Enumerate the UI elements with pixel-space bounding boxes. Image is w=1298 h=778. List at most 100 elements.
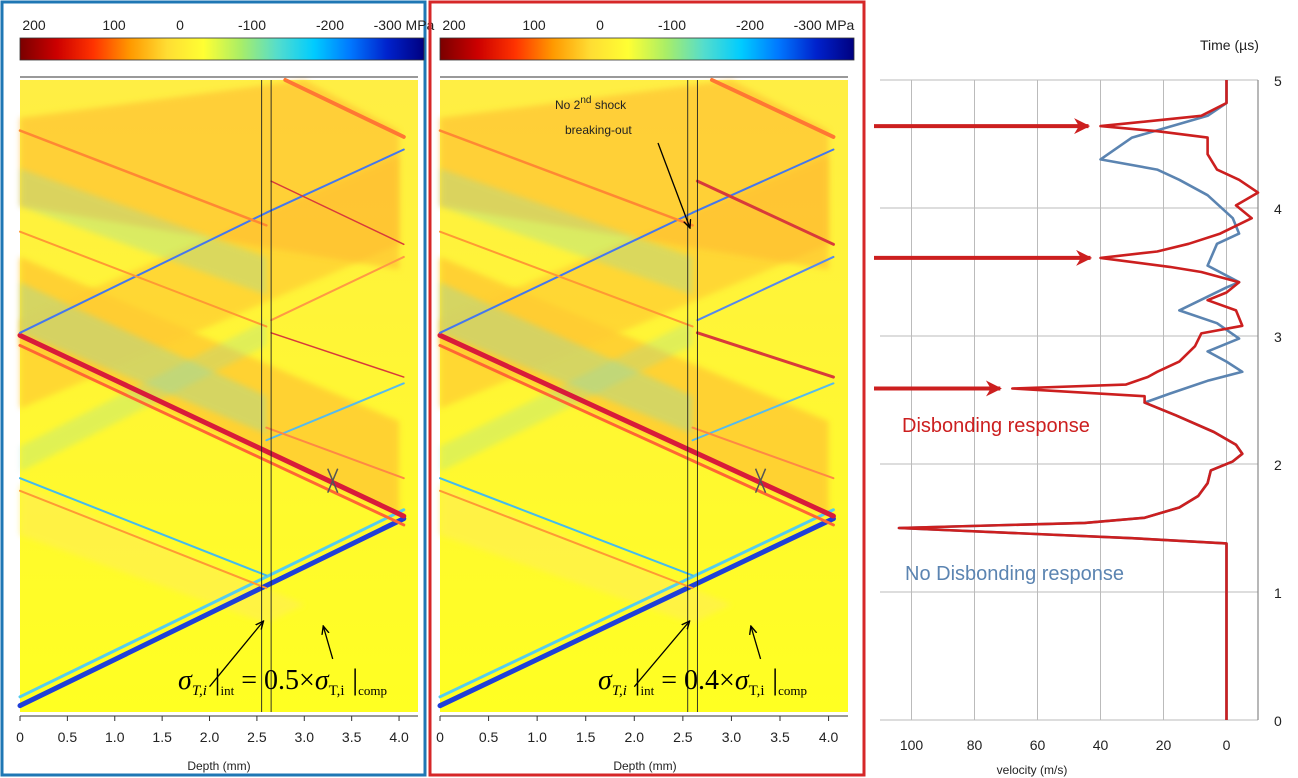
tensile-wave-tail <box>438 343 835 527</box>
stress-heatmap-middle <box>437 78 848 712</box>
y-tick-label: 4 <box>1274 201 1282 217</box>
series-no-disbonding <box>897 80 1244 720</box>
x-tick-label: 0 <box>16 729 24 745</box>
stress-region <box>20 80 400 270</box>
compressive-wave-tail <box>18 508 406 699</box>
spall-marker <box>327 468 339 493</box>
x-tick-label: 3.0 <box>722 729 742 745</box>
spall-marker <box>754 468 767 493</box>
panel-frame-middle <box>428 0 866 777</box>
colorbar-tick-label: 100 <box>522 17 546 33</box>
x-tick-label: 20 <box>1156 737 1172 753</box>
reflected-wave <box>439 489 694 590</box>
velocity-arrows <box>874 118 1093 397</box>
heatmap-panel-middle: 200 100 0 -100 -200 -300 MPa 0 0.5 1.0 1.5 2.0 2.5… <box>428 0 866 777</box>
x-tick-label: 0 <box>1223 737 1231 753</box>
colorbar-gradient <box>439 37 855 61</box>
tensile-wave-front <box>437 332 836 519</box>
stress-heatmap-left <box>17 78 418 712</box>
x-axis-label-middle: Depth (mm) <box>613 759 676 773</box>
velocity-series <box>897 80 1260 720</box>
reflected-wave <box>265 148 405 214</box>
shock-note: No 2nd shock breaking-out <box>555 95 690 228</box>
svg-text:No 2nd shock: No 2nd shock <box>555 95 627 112</box>
stress-ratio-formula: σT,i |int = 0.4×σT,i |comp <box>598 663 807 699</box>
y-tick-label: 0 <box>1274 713 1282 729</box>
y-tick-label: 3 <box>1274 329 1282 345</box>
y-axis-label-right: Time (µs) <box>1200 37 1259 53</box>
compressive-wave-front <box>17 516 407 709</box>
colorbar-tick-label: -300 MPa <box>794 17 855 33</box>
reflected-wave <box>691 426 835 480</box>
reflected-wave <box>691 382 835 442</box>
svg-text:breaking-out: breaking-out <box>565 123 632 137</box>
x-tick-label: 1.5 <box>152 729 172 745</box>
legend-no-disbonding: No Disbonding response <box>905 563 1124 585</box>
interface-arrow <box>633 621 689 688</box>
x-axis-label-right: velocity (m/s) <box>997 763 1068 777</box>
colorbar-tick-label: 0 <box>176 17 184 33</box>
stress-ratio-formula: σT,i |int = 0.5×σT,i |comp <box>178 663 387 699</box>
x-tick-label: 4.0 <box>389 729 409 745</box>
colorbar-middle: 200 100 0 -100 -200 -300 MPa <box>439 17 855 61</box>
reflected-wave <box>695 179 835 246</box>
compressive-wave-tail <box>438 508 835 699</box>
colorbar-tick-label: 100 <box>102 17 126 33</box>
compressive-wave-front <box>437 516 836 709</box>
tensile-wave-front <box>17 332 407 519</box>
reflected-wave <box>270 255 405 322</box>
reflected-wave <box>691 148 835 214</box>
x-tick-label: 100 <box>900 737 924 753</box>
reflected-wave <box>695 331 835 379</box>
reflected-wave <box>19 230 268 328</box>
x-tick-label: 4.0 <box>819 729 839 745</box>
reflected-wave <box>270 180 405 246</box>
colorbar-tick-label: 200 <box>22 17 46 33</box>
legend-disbonding: Disbonding response <box>902 415 1090 437</box>
colorbar-tick-label: 200 <box>442 17 466 33</box>
colorbar-tick-label: -200 <box>736 17 764 33</box>
x-tick-label: 2.0 <box>200 729 220 745</box>
panel-frame-left <box>0 0 427 777</box>
reflected-wave <box>265 426 405 480</box>
reflected-wave <box>439 477 694 577</box>
y-tick-label: 2 <box>1274 457 1282 473</box>
reflected-wave <box>710 78 836 139</box>
velocity-grid: 100 80 60 40 20 0 0 1 2 3 4 5 <box>880 73 1282 753</box>
interface-arrow <box>209 621 264 688</box>
stress-ratio-annotation-left: σT,i |int = 0.5×σT,i |comp <box>178 621 387 699</box>
x-tick-label: 3.5 <box>342 729 362 745</box>
reflected-wave <box>19 489 268 590</box>
x-tick-label: 3.5 <box>770 729 790 745</box>
x-axis-left: 0 0.5 1.0 1.5 2.0 2.5 3.0 3.5 4.0 <box>16 76 418 745</box>
reflected-wave <box>283 78 406 139</box>
x-tick-label: 1.0 <box>527 729 547 745</box>
x-tick-label: 0.5 <box>58 729 78 745</box>
reflected-wave <box>439 211 694 334</box>
reflected-wave <box>265 382 405 442</box>
x-tick-label: 2.5 <box>247 729 267 745</box>
x-tick-label: 0.5 <box>479 729 499 745</box>
stress-region <box>440 80 829 270</box>
x-tick-label: 80 <box>967 737 983 753</box>
stress-region <box>20 168 267 295</box>
colorbar-left: 200 100 0 -100 -200 -300 MPa <box>19 17 435 61</box>
y-tick-label: 5 <box>1274 73 1282 89</box>
colorbar-tick-label: -100 <box>658 17 686 33</box>
stress-region <box>440 168 693 295</box>
x-tick-label: 3.0 <box>295 729 315 745</box>
composite-arrow <box>323 626 334 660</box>
x-axis-label-left: Depth (mm) <box>187 759 250 773</box>
colorbar-tick-label: 0 <box>596 17 604 33</box>
heatmap-panel-left: 200 100 0 -100 -200 -300 MPa 0 0.5 1.0 1.5 2.0 2.5… <box>0 0 435 777</box>
reflected-wave <box>438 129 694 227</box>
reflected-wave <box>19 477 268 577</box>
colorbar-tick-label: -200 <box>316 17 344 33</box>
x-tick-label: 1.5 <box>576 729 596 745</box>
reflected-wave <box>270 332 405 378</box>
x-tick-label: 2.5 <box>673 729 693 745</box>
stress-ratio-annotation-middle: σT,i |int = 0.4×σT,i |comp <box>598 621 807 699</box>
colorbar-gradient <box>19 37 425 61</box>
x-axis-middle: 0 0.5 1.0 1.5 2.0 2.5 3.0 3.5 4.0 <box>436 76 848 745</box>
